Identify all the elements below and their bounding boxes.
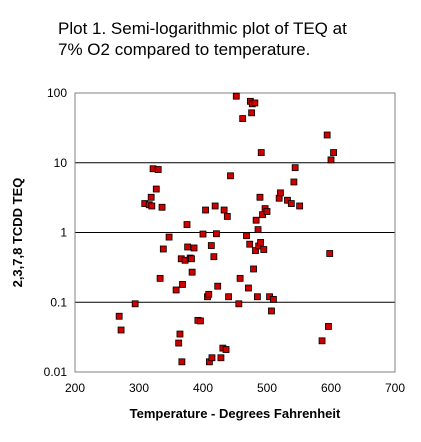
data-point — [156, 274, 164, 282]
data-point — [211, 202, 219, 210]
x-tick-label: 400 — [193, 381, 213, 395]
data-point — [257, 239, 265, 246]
data-point — [178, 358, 186, 366]
data-point — [243, 232, 250, 240]
data-point — [225, 293, 233, 301]
data-point — [326, 250, 334, 257]
data-point — [175, 339, 183, 347]
data-point — [176, 330, 184, 338]
y-tick-label: 0.1 — [50, 295, 67, 309]
data-point — [159, 245, 167, 253]
data-point — [269, 295, 277, 303]
data-point — [291, 164, 299, 172]
chart-title: Plot 1. Semi-logarithmic plot of TEQ at … — [58, 19, 347, 59]
y-axis-title: 2,3,7,8 TCDD TEQ — [10, 178, 25, 288]
data-point — [202, 206, 209, 214]
data-point — [205, 290, 213, 298]
data-point — [235, 300, 243, 308]
x-axis-title: Temperature - Degrees Fahrenheit — [130, 406, 341, 421]
data-point — [152, 185, 160, 193]
data-point — [213, 230, 220, 238]
data-point — [287, 200, 295, 207]
data-point — [239, 115, 247, 122]
data-point — [236, 274, 244, 282]
data-point — [290, 178, 298, 186]
x-tick-label: 600 — [321, 381, 341, 395]
x-tick-label: 200 — [65, 381, 85, 395]
y-tick-label: 100 — [47, 86, 67, 100]
data-point — [172, 286, 180, 294]
data-point — [246, 240, 254, 248]
data-point — [253, 293, 261, 301]
data-point — [256, 193, 264, 201]
data-point — [245, 284, 252, 292]
data-point — [199, 230, 207, 238]
data-point — [210, 253, 218, 261]
data-point — [197, 317, 204, 325]
y-tick-label: 0.01 — [44, 365, 68, 379]
y-tick-labels: 0.01 0.1 1 10 100 — [44, 86, 68, 379]
data-point — [263, 208, 271, 215]
data-point — [208, 354, 216, 362]
data-point — [115, 312, 123, 320]
data-point — [268, 307, 275, 315]
data-point — [257, 149, 265, 156]
data-point — [251, 99, 259, 107]
data-point — [220, 206, 228, 214]
y-tick-label: 1 — [60, 226, 67, 240]
data-point — [232, 92, 240, 100]
data-point — [148, 202, 156, 210]
data-point — [327, 156, 335, 164]
data-points — [115, 92, 337, 366]
data-point — [179, 281, 186, 288]
data-point — [188, 268, 196, 276]
data-point — [117, 326, 125, 334]
data-point — [260, 246, 268, 253]
data-point — [165, 233, 173, 241]
data-point — [207, 242, 215, 249]
data-point — [248, 109, 256, 117]
data-point — [318, 337, 326, 345]
data-point — [254, 226, 262, 234]
data-point — [183, 221, 191, 228]
data-point — [184, 243, 192, 251]
data-point — [250, 265, 257, 273]
data-point — [252, 216, 260, 224]
data-point — [227, 172, 234, 180]
data-point — [325, 323, 332, 330]
data-point — [323, 131, 331, 139]
data-point — [158, 203, 166, 211]
data-point — [296, 202, 304, 210]
data-point — [147, 193, 155, 201]
x-tick-labels: 200 300 400 500 600 700 — [65, 381, 405, 395]
data-point — [217, 354, 225, 362]
data-point — [214, 282, 222, 290]
data-point — [222, 346, 230, 353]
data-point — [330, 149, 337, 156]
data-point — [190, 244, 198, 252]
x-tick-label: 300 — [129, 381, 149, 395]
x-tick-label: 700 — [385, 381, 405, 395]
data-point — [154, 166, 162, 173]
data-point — [131, 300, 139, 308]
x-tick-label: 500 — [257, 381, 277, 395]
data-point — [188, 255, 195, 263]
data-point — [223, 213, 231, 220]
data-point — [277, 189, 284, 197]
y-tick-label: 10 — [54, 156, 68, 170]
